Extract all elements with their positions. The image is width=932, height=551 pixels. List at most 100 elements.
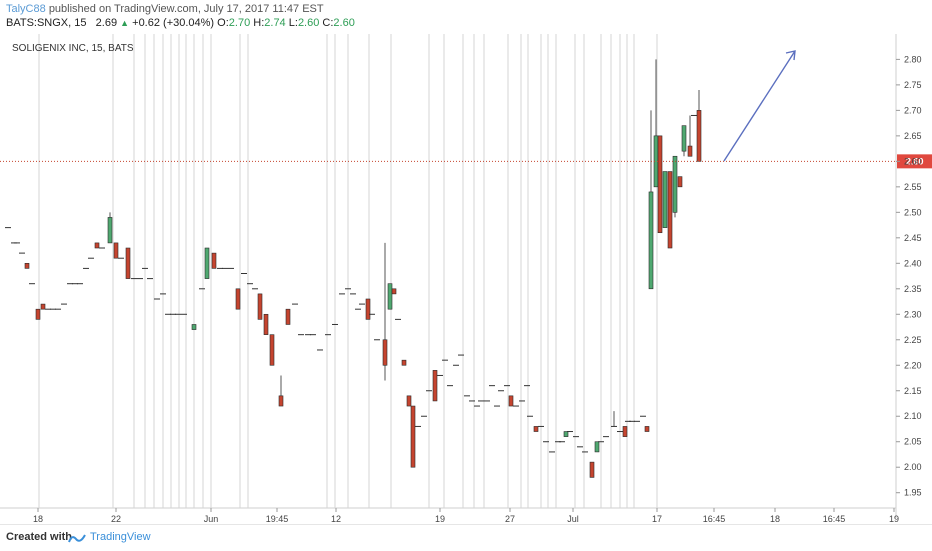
x-tick-label: 12 bbox=[331, 514, 341, 524]
candle-body bbox=[677, 176, 683, 188]
candle-body bbox=[391, 288, 397, 295]
candle-body bbox=[107, 217, 113, 244]
candle-body bbox=[263, 313, 269, 335]
created-with-text: Created with bbox=[6, 531, 73, 543]
x-tick-label: 17 bbox=[652, 514, 662, 524]
up-arrow-icon: ▲ bbox=[120, 18, 130, 28]
open-value: 2.70 bbox=[228, 17, 251, 29]
candle-body bbox=[681, 125, 687, 152]
candle-body bbox=[672, 155, 678, 213]
y-tick-label: 2.25 bbox=[904, 335, 922, 345]
y-tick-label: 1.95 bbox=[904, 488, 922, 498]
candle-body bbox=[406, 395, 412, 407]
author-link[interactable]: TalyC88 bbox=[6, 3, 46, 15]
x-tick-label: 16:45 bbox=[703, 514, 726, 524]
candle-body bbox=[278, 395, 284, 407]
candle-body bbox=[644, 426, 650, 432]
y-tick-label: 2.40 bbox=[904, 258, 922, 268]
x-tick-label: 18 bbox=[33, 514, 43, 524]
candle-body bbox=[563, 431, 569, 437]
session-separators bbox=[0, 34, 897, 518]
candle-body bbox=[401, 359, 407, 366]
y-tick-label: 2.70 bbox=[904, 105, 922, 115]
candle-body bbox=[204, 247, 210, 279]
x-tick-label: 19:45 bbox=[266, 514, 289, 524]
y-tick-label: 2.30 bbox=[904, 309, 922, 319]
candle-body bbox=[285, 308, 291, 325]
x-tick-label: 18 bbox=[770, 514, 780, 524]
candle-body bbox=[657, 135, 663, 234]
candle-body bbox=[594, 441, 600, 453]
candle-body bbox=[235, 288, 241, 310]
candle-body bbox=[211, 252, 217, 269]
candle-body bbox=[94, 242, 100, 249]
candle-body bbox=[533, 426, 539, 432]
chart-background bbox=[0, 34, 932, 524]
low-label: L: bbox=[288, 17, 298, 29]
y-tick-label: 2.15 bbox=[904, 386, 922, 396]
tradingview-logo-icon bbox=[68, 534, 86, 543]
y-tick-label: 2.05 bbox=[904, 437, 922, 447]
x-tick-label: Jun bbox=[204, 514, 219, 524]
y-tick-label: 2.80 bbox=[904, 54, 922, 64]
symbol-label: BATS:SNGX, 15 bbox=[6, 17, 87, 29]
current-price-line-group: 2.60 bbox=[0, 154, 932, 169]
y-tick-label: 2.20 bbox=[904, 360, 922, 370]
x-tick-label: 19 bbox=[889, 514, 899, 524]
publish-text: published on TradingView.com, July 17, 2… bbox=[48, 3, 324, 15]
x-tick-label: 27 bbox=[505, 514, 515, 524]
candle-body bbox=[667, 171, 673, 249]
candle-body bbox=[687, 145, 693, 157]
candle-body bbox=[432, 370, 438, 402]
open-label: O: bbox=[217, 17, 229, 29]
candle-body bbox=[648, 191, 654, 290]
y-tick-label: 2.00 bbox=[904, 462, 922, 472]
footer-bar: Created with TradingView bbox=[0, 524, 932, 551]
x-tick-label: 22 bbox=[111, 514, 121, 524]
current-price-badge bbox=[897, 154, 932, 169]
candle-body bbox=[125, 247, 131, 279]
x-tick-label: 16:45 bbox=[823, 514, 846, 524]
y-tick-label: 2.65 bbox=[904, 131, 922, 141]
candle-group bbox=[5, 59, 702, 478]
price-change: +0.62 (+30.04%) bbox=[132, 17, 215, 29]
chart-title: SOLIGENIX INC, 15, BATS bbox=[12, 43, 134, 54]
candle-body bbox=[589, 461, 595, 478]
candle-body bbox=[382, 339, 388, 366]
symbol-info: BATS:SNGX, 15 2.69 ▲ +0.62 (+30.04%) O:2… bbox=[6, 17, 355, 29]
time-axis[interactable]: 18 22 Jun 19:45 12 19 27 Jul 17 16:45 18 16:45 19 bbox=[33, 508, 899, 524]
last-price: 2.69 bbox=[95, 17, 118, 29]
high-label: H: bbox=[253, 17, 265, 29]
y-tick-label: 2.50 bbox=[904, 207, 922, 217]
candle-body bbox=[365, 298, 371, 320]
x-tick-label: 19 bbox=[435, 514, 445, 524]
candlestick-chart[interactable]: 2.60 1.95 2.00 2.05 2.10 2.15 2.20 2.25 2.30 2.3… bbox=[0, 34, 932, 524]
y-tick-label: 2.35 bbox=[904, 284, 922, 294]
tradingview-brand[interactable]: TradingView bbox=[90, 531, 151, 543]
publish-info: TalyC88 published on TradingView.com, Ju… bbox=[6, 3, 324, 15]
trend-arrow-group bbox=[723, 50, 796, 162]
candle-body bbox=[191, 324, 197, 330]
candle-body bbox=[696, 110, 702, 162]
x-tick-label: Jul bbox=[567, 514, 579, 524]
candle-body bbox=[508, 395, 514, 407]
current-price-label: 2.60 bbox=[906, 156, 924, 166]
candle-body bbox=[35, 308, 41, 320]
close-value: 2.60 bbox=[333, 17, 355, 29]
candle-body bbox=[662, 171, 668, 228]
candle-body bbox=[113, 242, 119, 259]
candle-body bbox=[40, 303, 46, 310]
y-tick-label: 2.55 bbox=[904, 182, 922, 192]
candle-body bbox=[257, 293, 263, 320]
candle-body bbox=[410, 405, 416, 468]
y-tick-label: 2.45 bbox=[904, 233, 922, 243]
y-tick-label: 2.75 bbox=[904, 80, 922, 90]
candle-body bbox=[622, 426, 628, 437]
price-axis[interactable]: 1.95 2.00 2.05 2.10 2.15 2.20 2.25 2.30 2.35 2.40… bbox=[896, 54, 922, 498]
y-tick-label: 2.10 bbox=[904, 411, 922, 421]
candle-body bbox=[387, 283, 393, 310]
low-value: 2.60 bbox=[297, 17, 320, 29]
candle-body bbox=[269, 334, 275, 366]
candle-body bbox=[24, 263, 30, 269]
trend-arrow-line bbox=[723, 50, 796, 162]
